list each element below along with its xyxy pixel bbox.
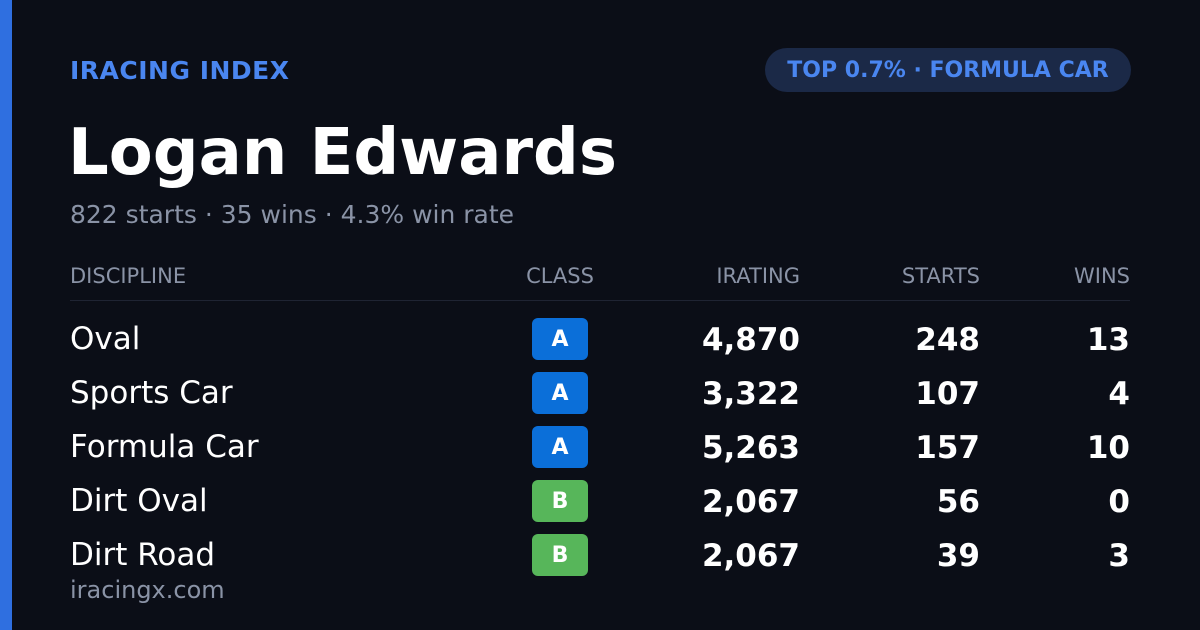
- class-badge: B: [532, 534, 588, 576]
- discipline: Sports Car: [70, 375, 233, 411]
- column-header: STARTS: [901, 264, 980, 288]
- accent-bar: [0, 0, 12, 630]
- discipline: Oval: [70, 321, 141, 357]
- starts: 248: [915, 322, 980, 358]
- irating: 2,067: [701, 538, 800, 574]
- discipline: Formula Car: [70, 429, 259, 465]
- wins: 13: [1086, 322, 1130, 358]
- brand: IRACING INDEX: [70, 56, 290, 85]
- starts: 39: [936, 538, 980, 574]
- starts: 157: [915, 430, 980, 466]
- column-header: CLASS: [526, 264, 594, 288]
- class-badge: A: [532, 372, 588, 414]
- irating: 4,870: [701, 322, 800, 358]
- rank-badge: TOP 0.7% · FORMULA CAR: [765, 48, 1131, 92]
- summary: 822 starts · 35 wins · 4.3% win rate: [70, 200, 515, 229]
- discipline: Dirt Oval: [70, 483, 208, 519]
- irating: 2,067: [701, 484, 800, 520]
- driver-name: Logan Edwards: [68, 116, 617, 190]
- column-header: WINS: [1074, 264, 1130, 288]
- wins: 0: [1108, 484, 1130, 520]
- wins: 3: [1108, 538, 1130, 574]
- wins: 4: [1108, 376, 1130, 412]
- header-rule: [70, 300, 1130, 301]
- class-badge: A: [532, 426, 588, 468]
- footer: iracingx.com: [70, 576, 225, 604]
- column-header: DISCIPLINE: [70, 264, 187, 288]
- class-badge: B: [532, 480, 588, 522]
- irating: 3,322: [701, 376, 800, 412]
- discipline: Dirt Road: [70, 537, 216, 573]
- irating: 5,263: [701, 430, 800, 466]
- column-header: IRATING: [716, 264, 800, 288]
- starts: 56: [936, 484, 980, 520]
- wins: 10: [1086, 430, 1130, 466]
- class-badge: A: [532, 318, 588, 360]
- starts: 107: [915, 376, 980, 412]
